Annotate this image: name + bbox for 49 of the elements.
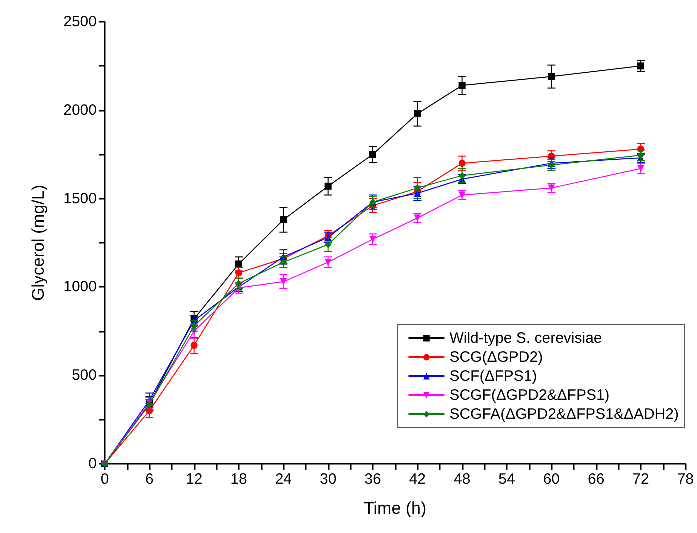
point	[458, 172, 466, 180]
y-tick-label: 1000	[64, 278, 97, 296]
legend-label: SCGF(ΔGPD2&ΔFPS1)	[450, 387, 610, 404]
y-tick-label: 2000	[64, 102, 97, 119]
point	[637, 152, 644, 159]
y-axis-title: Glycerol (mg/L)	[29, 184, 48, 302]
x-axis-title: Time (h)	[364, 499, 427, 518]
y-tick-label: 1500	[64, 190, 97, 208]
x-tick-label: 0	[100, 471, 110, 488]
x-tick-label: 54	[498, 471, 516, 488]
point	[414, 110, 422, 118]
point	[414, 184, 422, 192]
y-tick-label: 0	[88, 456, 97, 472]
y-tick-label: 500	[72, 367, 97, 384]
point	[190, 322, 198, 330]
point	[324, 182, 332, 190]
x-tick-label: 18	[230, 471, 248, 488]
legend-label: SCG(ΔGPD2)	[450, 349, 544, 366]
point	[190, 342, 198, 350]
legend-label: Wild-type S. cerevisiae	[450, 330, 602, 347]
x-tick-label: 24	[275, 471, 292, 488]
x-tick-label: 60	[543, 471, 560, 488]
x-tick-label: 30	[320, 471, 337, 488]
x-tick-label: 36	[364, 471, 382, 488]
x-tick-label: 72	[632, 471, 650, 488]
point	[548, 73, 556, 80]
y-tick-label: 2500	[64, 14, 97, 30]
point	[369, 151, 376, 158]
x-tick-label: 48	[454, 471, 471, 488]
point	[236, 260, 242, 268]
point	[324, 258, 332, 266]
point	[324, 241, 332, 248]
point	[280, 278, 288, 286]
x-tick-label: 78	[677, 471, 694, 488]
x-tick-label: 66	[588, 471, 605, 488]
point	[458, 82, 466, 90]
x-tick-label: 6	[145, 471, 154, 488]
legend-label: SCGFA(ΔGPD2&ΔFPS1&ΔADH2)	[450, 406, 680, 423]
point	[458, 160, 466, 167]
x-tick-label: 12	[186, 471, 203, 488]
point	[369, 236, 376, 243]
point	[637, 62, 644, 70]
x-tick-label: 42	[409, 471, 426, 488]
point	[637, 165, 644, 172]
point	[280, 216, 288, 224]
point	[236, 280, 242, 288]
point	[236, 270, 242, 277]
point	[280, 258, 288, 266]
legend-label: SCF(ΔFPS1)	[450, 368, 538, 385]
